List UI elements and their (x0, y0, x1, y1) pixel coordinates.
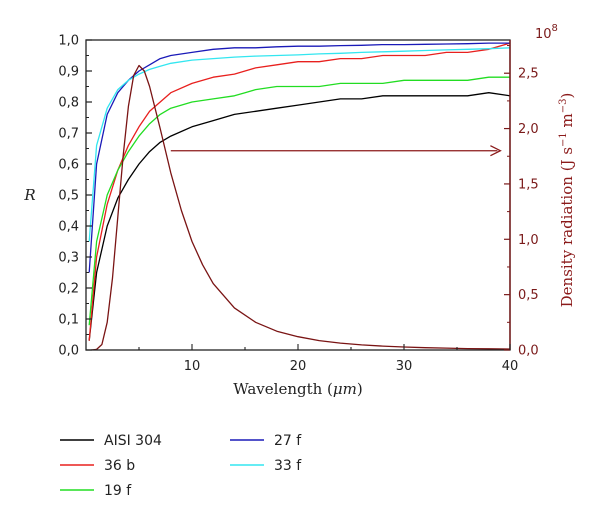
x-tick-label: 40 (502, 359, 519, 374)
series-line-36-b (88, 42, 510, 341)
series-line-density (91, 64, 510, 350)
y-tick-label: 1,0 (58, 34, 79, 49)
x-tick-label: 30 (396, 359, 413, 374)
axes (85, 39, 511, 351)
y-tick-label: 0,0 (58, 344, 79, 359)
legend-label: 36 b (104, 458, 135, 474)
series-line-27-f (88, 42, 510, 273)
y2-axis-title: Density radiation (J s−1 m−3) (558, 93, 576, 308)
legend-label: 27 f (274, 433, 302, 449)
x-tick-label: 20 (290, 359, 307, 374)
legend-label: 33 f (274, 458, 302, 474)
y2-tick-label: 1,5 (518, 177, 539, 192)
y-tick-label: 0,8 (58, 96, 79, 111)
y-tick-label: 0,4 (58, 220, 79, 235)
y2-tick-label: 0,0 (518, 344, 539, 359)
axis-labels: 0,0 0,1 0,2 0,3 0,4 0,5 0,6 0,7 0,8 0,9 1,0 0,0 0,5 1… (23, 23, 576, 398)
y2-tick-label: 1,0 (518, 233, 539, 248)
y2-multiplier: 108 (535, 23, 558, 42)
series-line-33-f (88, 47, 510, 242)
y-tick-label: 0,9 (58, 65, 79, 80)
series-line-aisi-304 (88, 92, 510, 341)
y2-tick-label: 2,5 (518, 67, 539, 82)
y-tick-label: 0,7 (58, 127, 79, 142)
x-axis-title: Wavelength (μm) (233, 380, 363, 398)
y2-tick-label: 2,0 (518, 122, 539, 137)
axis-arrow-head (490, 145, 502, 157)
legend-label: AISI 304 (104, 433, 162, 449)
y-tick-label: 0,1 (58, 313, 79, 328)
legend-label: 19 f (104, 483, 132, 499)
y-axis-title: R (23, 186, 35, 204)
series-lines (88, 42, 510, 350)
y2-tick-label: 0,5 (518, 288, 539, 303)
y-tick-label: 0,2 (58, 282, 79, 297)
legend: AISI 304 36 b 19 f 27 f 33 f (60, 433, 302, 499)
x-tick-label: 10 (184, 359, 201, 374)
series-line-19-f (88, 76, 510, 326)
y-tick-label: 0,6 (58, 158, 79, 173)
y-tick-label: 0,5 (58, 189, 79, 204)
y-tick-label: 0,3 (58, 251, 79, 266)
